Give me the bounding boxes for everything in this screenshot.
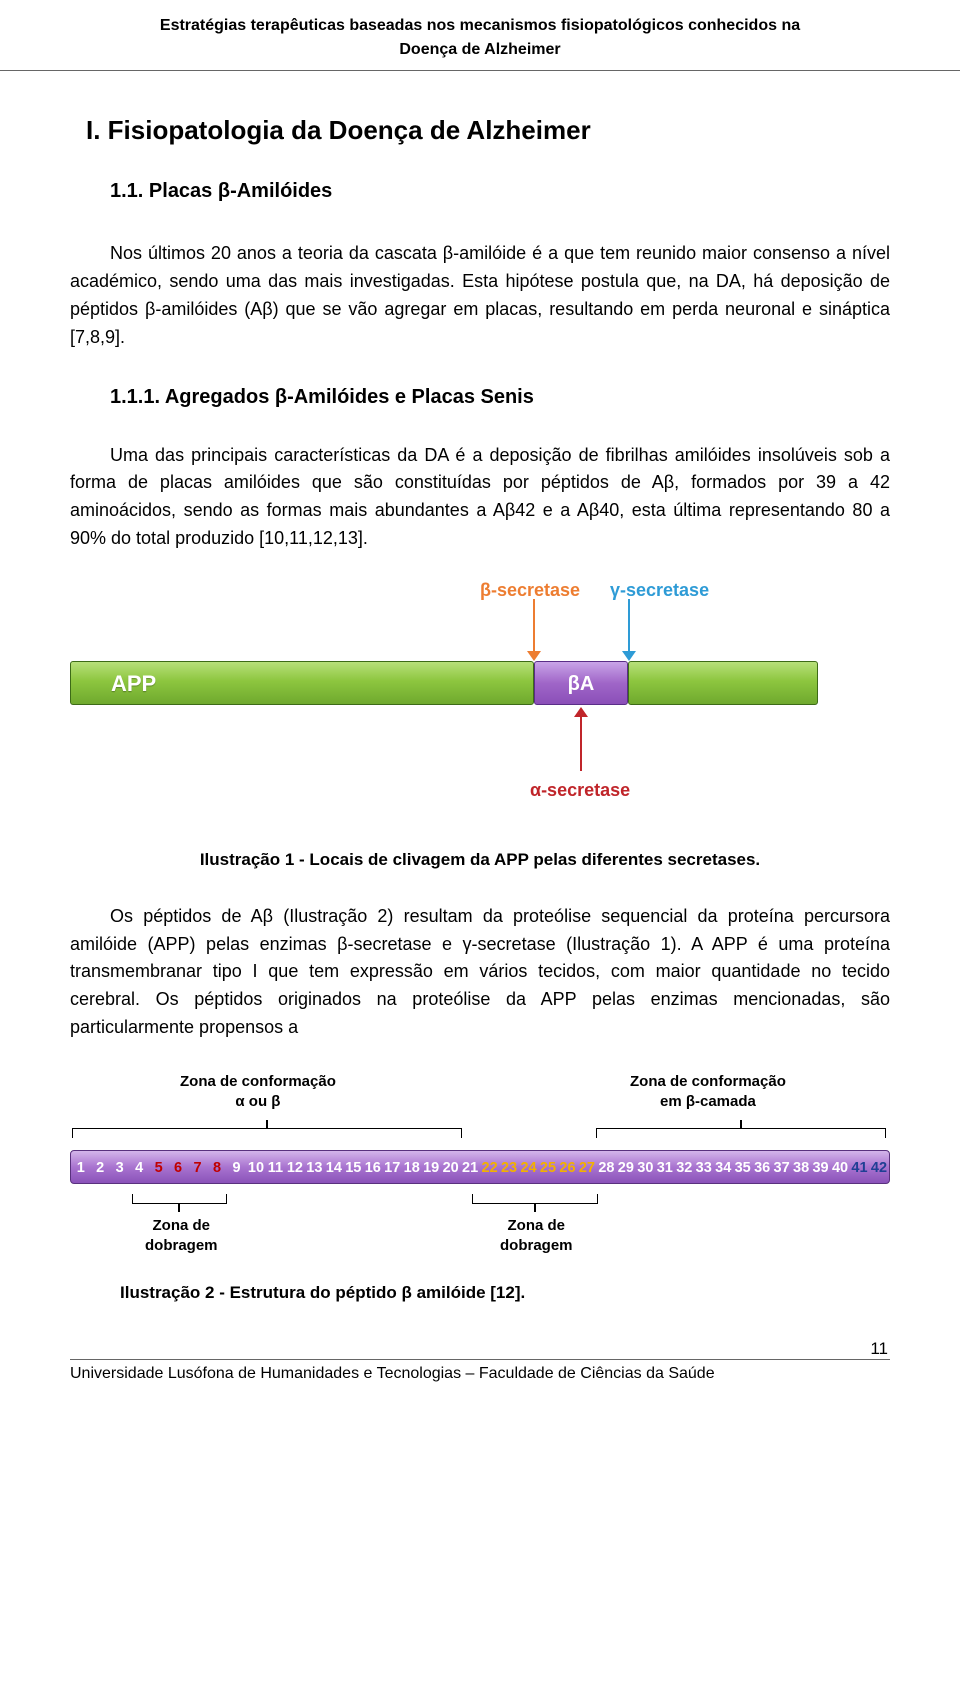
paragraph-1: Nos últimos 20 anos a teoria da cascata … [70, 240, 890, 352]
residue-35: 35 [733, 1151, 752, 1183]
beta-secretase-arrow [533, 599, 535, 653]
residue-2: 2 [90, 1151, 109, 1183]
residue-28: 28 [597, 1151, 616, 1183]
residue-1: 1 [71, 1151, 90, 1183]
page-number: 11 [70, 1336, 890, 1362]
app-bar-right [628, 661, 818, 705]
residue-42: 42 [869, 1151, 888, 1183]
illustration-1: β-secretase γ-secretase APP βA α-secreta… [70, 577, 890, 837]
brace-top-left-tick [266, 1120, 268, 1128]
residue-30: 30 [636, 1151, 655, 1183]
paragraph-2: Uma das principais características da DA… [70, 442, 890, 554]
app-bar-label: APP [71, 662, 533, 706]
residue-15: 15 [344, 1151, 363, 1183]
residue-41: 41 [850, 1151, 869, 1183]
residue-32: 32 [675, 1151, 694, 1183]
conf-zone-right-label: Zona de conformação em β-camada [630, 1072, 786, 1111]
brace-top-left [72, 1128, 462, 1138]
beta-secretase-arrowhead [527, 651, 541, 661]
residue-38: 38 [791, 1151, 810, 1183]
residue-21: 21 [460, 1151, 479, 1183]
illustration-2: Zona de conformação α ou β Zona de confo… [70, 1072, 890, 1262]
residue-11: 11 [266, 1151, 285, 1183]
residue-29: 29 [616, 1151, 635, 1183]
gamma-secretase-label: γ-secretase [610, 577, 709, 604]
paragraph-3: Os péptidos de Aβ (Ilustração 2) resulta… [70, 903, 890, 1042]
fold-zone-left-label: Zona de dobragem [145, 1216, 218, 1255]
residue-27: 27 [577, 1151, 596, 1183]
footer-text: Universidade Lusófona de Humanidades e T… [70, 1365, 715, 1382]
heading-1-1-1: 1.1.1. Agregados β-Amilóides e Placas Se… [110, 382, 890, 412]
beta-a-label: βA [535, 662, 627, 706]
alpha-secretase-arrowhead [574, 707, 588, 717]
residue-37: 37 [772, 1151, 791, 1183]
brace-top-right-tick [740, 1120, 742, 1128]
gamma-secretase-arrow [628, 599, 630, 653]
residue-4: 4 [129, 1151, 148, 1183]
brace-bottom-left-tick [178, 1204, 180, 1212]
residue-26: 26 [558, 1151, 577, 1183]
heading-1-1: 1.1. Placas β-Amilóides [110, 176, 890, 206]
residue-22: 22 [480, 1151, 499, 1183]
alpha-secretase-label: α-secretase [530, 777, 630, 804]
residue-23: 23 [499, 1151, 518, 1183]
illustration-1-caption: Ilustração 1 - Locais de clivagem da APP… [70, 847, 890, 873]
residue-8: 8 [207, 1151, 226, 1183]
brace-bottom-right-tick [534, 1204, 536, 1212]
residue-18: 18 [402, 1151, 421, 1183]
residue-3: 3 [110, 1151, 129, 1183]
brace-top-right [596, 1128, 886, 1138]
residue-31: 31 [655, 1151, 674, 1183]
beta-a-block: βA [534, 661, 628, 705]
residue-34: 34 [713, 1151, 732, 1183]
residue-16: 16 [363, 1151, 382, 1183]
running-header: Estratégias terapêuticas baseadas nos me… [0, 0, 960, 71]
brace-bottom-left [132, 1194, 227, 1204]
residue-7: 7 [188, 1151, 207, 1183]
peptide-bar: 1234567891011121314151617181920212223242… [70, 1150, 890, 1184]
residue-10: 10 [246, 1151, 265, 1183]
app-bar-left: APP [70, 661, 534, 705]
residue-9: 9 [227, 1151, 246, 1183]
residue-33: 33 [694, 1151, 713, 1183]
residue-40: 40 [830, 1151, 849, 1183]
residue-20: 20 [441, 1151, 460, 1183]
residue-17: 17 [383, 1151, 402, 1183]
illustration-2-caption: Ilustração 2 - Estrutura do péptido β am… [120, 1280, 890, 1306]
residue-19: 19 [421, 1151, 440, 1183]
brace-bottom-right [472, 1194, 598, 1204]
running-head-line1: Estratégias terapêuticas baseadas nos me… [160, 17, 800, 34]
residue-25: 25 [538, 1151, 557, 1183]
running-head-line2: Doença de Alzheimer [399, 41, 560, 58]
residue-36: 36 [752, 1151, 771, 1183]
residue-5: 5 [149, 1151, 168, 1183]
residue-6: 6 [168, 1151, 187, 1183]
beta-secretase-label: β-secretase [480, 577, 580, 604]
residue-39: 39 [811, 1151, 830, 1183]
conf-zone-left-label: Zona de conformação α ou β [180, 1072, 336, 1111]
residue-13: 13 [305, 1151, 324, 1183]
page-footer: 11 Universidade Lusófona de Humanidades … [70, 1336, 890, 1387]
alpha-secretase-arrow [580, 715, 582, 771]
fold-zone-right-label: Zona de dobragem [500, 1216, 573, 1255]
residue-12: 12 [285, 1151, 304, 1183]
residue-24: 24 [519, 1151, 538, 1183]
residue-14: 14 [324, 1151, 343, 1183]
gamma-secretase-arrowhead [622, 651, 636, 661]
heading-i: I. Fisiopatologia da Doença de Alzheimer [86, 111, 890, 150]
